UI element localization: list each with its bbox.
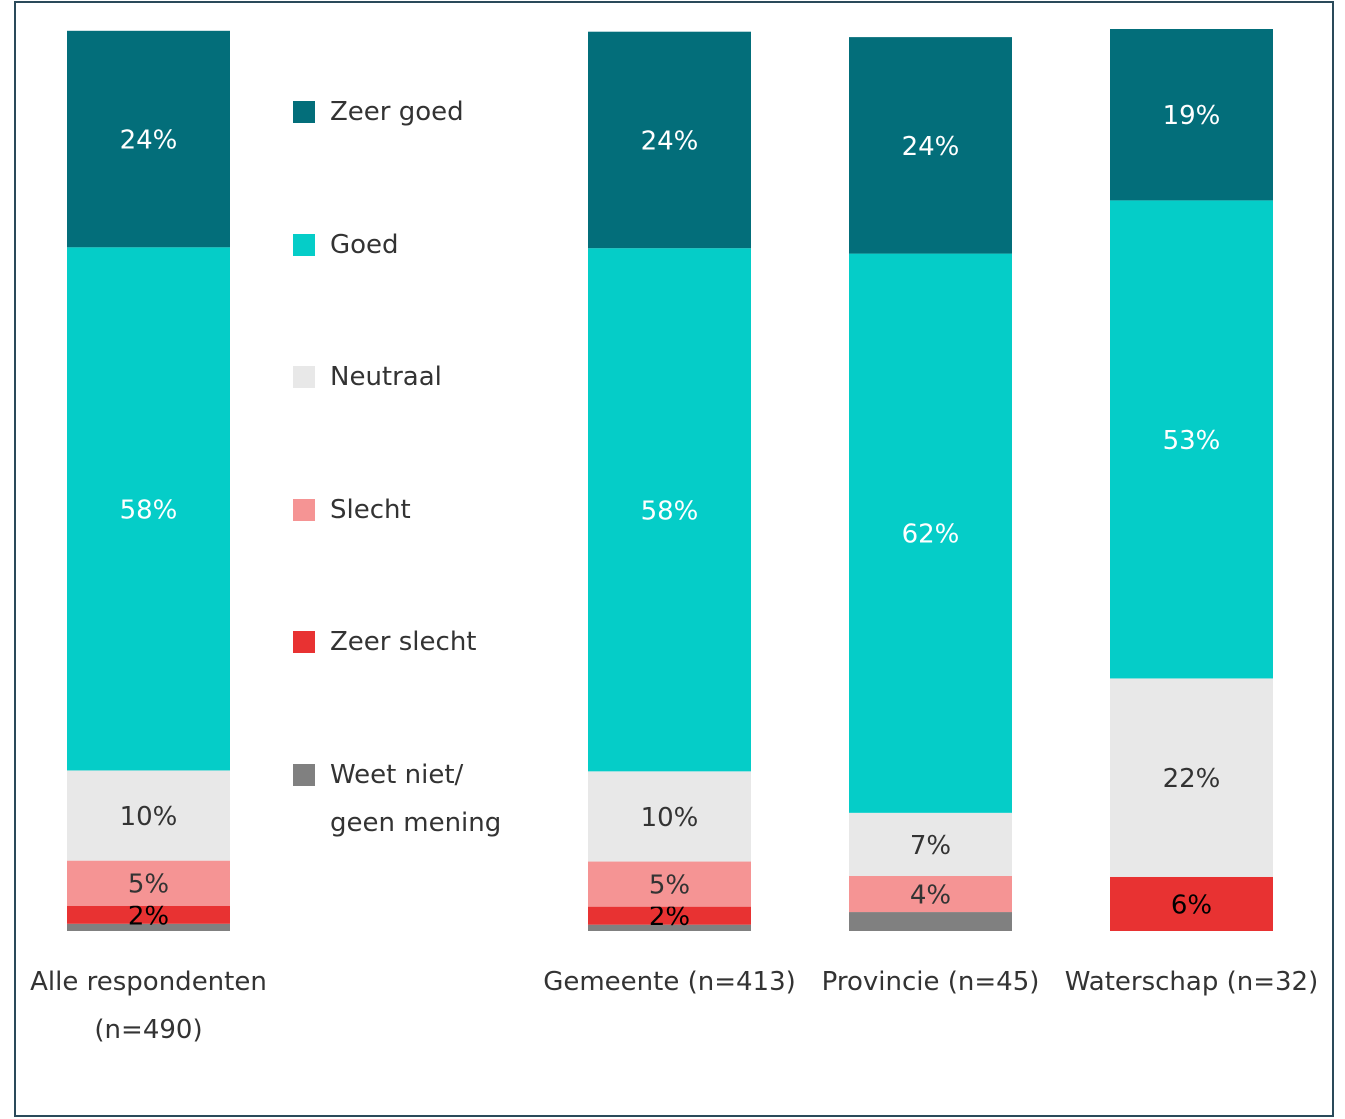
bar-segment — [588, 771, 751, 862]
value-label: 6% — [1171, 890, 1212, 920]
legend-item: Slecht — [293, 486, 533, 534]
bar-segment — [1110, 876, 1273, 931]
legend-swatch — [293, 631, 315, 653]
legend-label: Zeer goed — [330, 97, 464, 127]
bar-segment — [849, 37, 1012, 254]
category-label: Provincie (n=45) — [821, 967, 1040, 997]
legend-item: Weet niet/ geen mening — [293, 751, 533, 847]
legend-label: Goed — [330, 229, 399, 260]
legend-item: Neutraal — [293, 353, 533, 401]
legend-swatch — [293, 763, 315, 786]
value-label: 10% — [120, 802, 178, 832]
value-label: 58% — [641, 496, 699, 526]
value-label: 19% — [1163, 101, 1221, 131]
category-label: Alle respondenten (n=490) — [30, 967, 267, 1045]
bar-segment — [67, 30, 230, 248]
bar-segment — [849, 812, 1012, 876]
bar-segment — [588, 861, 751, 907]
value-label: 2% — [649, 902, 690, 932]
bar-segment — [67, 905, 230, 924]
value-label: 10% — [641, 803, 699, 833]
value-label: 53% — [1163, 426, 1221, 456]
bar-segment — [588, 248, 751, 772]
bar-segment — [588, 31, 751, 249]
bar-segment — [67, 770, 230, 861]
category-label: Waterschap (n=32) — [1064, 967, 1319, 997]
bar-segment — [588, 906, 751, 925]
legend-label: Neutraal — [330, 362, 442, 392]
value-label: 2% — [128, 901, 169, 931]
bar-segment — [849, 253, 1012, 813]
legend-item: Zeer goed — [293, 88, 533, 136]
value-label: 58% — [120, 495, 178, 525]
legend-item: Zeer slecht — [293, 618, 533, 666]
value-label: 7% — [910, 831, 951, 861]
bar-segment — [849, 875, 1012, 913]
legend-item: Goed — [293, 221, 533, 269]
legend-label: Slecht — [330, 494, 411, 525]
bar-segment — [67, 860, 230, 906]
value-label: 24% — [641, 126, 699, 156]
legend-swatch — [293, 233, 315, 256]
value-label: 22% — [1163, 764, 1221, 794]
value-label: 24% — [120, 126, 178, 156]
bar-segment — [1110, 29, 1273, 201]
legend-label: Weet niet/ geen mening — [330, 759, 502, 838]
value-label: 5% — [649, 871, 690, 901]
category-label: Gemeente (n=413) — [543, 967, 796, 997]
value-label: 4% — [910, 881, 951, 911]
legend-swatch — [293, 498, 315, 521]
legend-label: Zeer slecht — [330, 627, 477, 657]
bar-segment — [67, 923, 230, 931]
bar-segment — [849, 912, 1012, 931]
bar-segment — [67, 247, 230, 771]
bar-segment — [1110, 678, 1273, 877]
frame — [14, 1, 1334, 1117]
value-label: 62% — [902, 520, 960, 550]
bar-segment — [588, 924, 751, 931]
legend-swatch — [293, 101, 315, 123]
value-label: 5% — [128, 870, 169, 900]
legend-swatch — [293, 366, 315, 388]
bar-segment — [1110, 200, 1273, 679]
value-label: 24% — [902, 132, 960, 162]
